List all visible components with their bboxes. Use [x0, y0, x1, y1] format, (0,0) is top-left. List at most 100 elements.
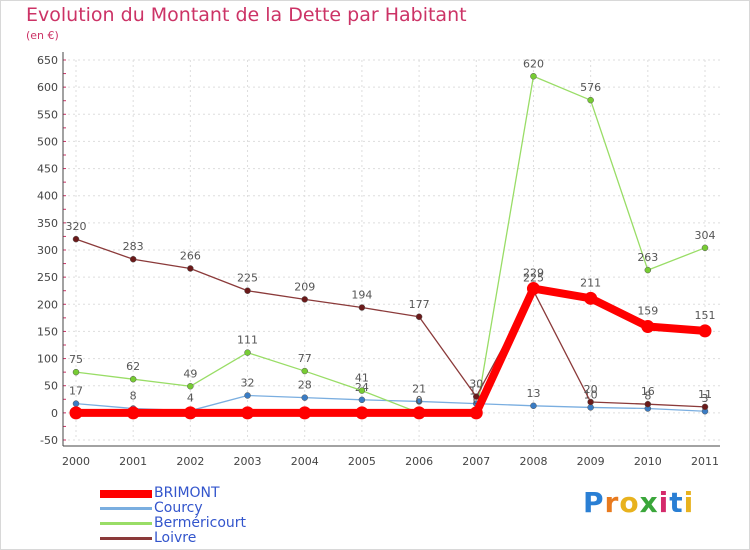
- data-point: [473, 393, 480, 400]
- y-tick-label: 250: [37, 271, 58, 284]
- data-point: [72, 400, 80, 407]
- data-point: [244, 349, 251, 356]
- data-point: [358, 396, 366, 404]
- x-tick-label: 2000: [62, 455, 90, 468]
- data-label: 75: [69, 353, 83, 366]
- data-point: [587, 398, 594, 406]
- logo-letter: x: [639, 486, 659, 519]
- data-point: [644, 266, 652, 274]
- y-tick-label: -50: [40, 434, 58, 447]
- data-label: 151: [695, 309, 716, 322]
- x-tick-label: 2008: [519, 455, 547, 468]
- x-tick-label: 2009: [577, 455, 605, 468]
- data-point: [701, 403, 709, 411]
- logo-letter: o: [619, 486, 640, 519]
- data-label: 283: [123, 240, 144, 253]
- data-label: 77: [298, 352, 312, 365]
- data-label: 225: [523, 272, 544, 285]
- data-point: [187, 383, 194, 390]
- data-label: 24: [355, 381, 369, 394]
- data-label: 576: [580, 81, 601, 94]
- x-tick-label: 2003: [234, 455, 262, 468]
- data-point: [530, 402, 537, 410]
- logo-letter: P: [583, 486, 605, 519]
- data-label: 177: [409, 298, 430, 311]
- data-point: [301, 394, 308, 401]
- data-label: 32: [241, 376, 255, 389]
- data-label: 194: [351, 289, 372, 302]
- data-point: [644, 400, 652, 408]
- x-tick-label: 2002: [176, 455, 204, 468]
- y-tick-label: 200: [37, 298, 58, 311]
- data-point: [301, 367, 308, 375]
- data-label: 263: [637, 251, 658, 264]
- data-point: [301, 296, 308, 303]
- x-tick-label: 2007: [462, 455, 490, 468]
- data-point: [587, 404, 594, 411]
- data-label: 49: [183, 367, 197, 380]
- data-label: 16: [641, 385, 655, 398]
- legend: BRIMONT Courcy Berméricourt Loivre: [100, 486, 340, 546]
- data-label: 209: [294, 280, 315, 293]
- x-tick-label: 2005: [348, 455, 376, 468]
- data-label: 11: [698, 388, 712, 401]
- data-label: 28: [298, 379, 312, 392]
- y-tick-label: 450: [37, 163, 58, 176]
- series-line-loivre: [75, 238, 706, 408]
- legend-label: Courcy: [154, 500, 203, 516]
- data-label: 225: [237, 272, 258, 285]
- data-label: 4: [187, 392, 194, 405]
- legend-label: Loivre: [154, 530, 197, 546]
- data-label: 10: [584, 388, 598, 401]
- legend-label: Berméricourt: [154, 515, 247, 531]
- y-tick-label: 50: [44, 380, 58, 393]
- data-label: 211: [580, 276, 601, 289]
- data-point: [584, 291, 598, 305]
- logo-letter: i: [683, 486, 695, 519]
- logo-letter: r: [604, 486, 620, 519]
- data-label: 266: [180, 249, 201, 262]
- logo-letter: t: [669, 486, 684, 519]
- y-tick-label: 550: [37, 108, 58, 121]
- x-tick-label: 2011: [691, 455, 719, 468]
- data-label: 21: [412, 382, 426, 395]
- data-label: 41: [355, 372, 369, 385]
- x-tick-label: 2001: [119, 455, 147, 468]
- y-tick-label: 100: [37, 353, 58, 366]
- data-point: [129, 255, 137, 263]
- data-label: 159: [637, 305, 658, 318]
- y-tick-label: 500: [37, 135, 58, 148]
- data-label: 8: [130, 390, 137, 403]
- data-point: [587, 96, 594, 104]
- data-point: [641, 320, 655, 334]
- data-label: 8: [644, 390, 651, 403]
- data-point: [415, 313, 423, 321]
- data-label: 13: [526, 387, 540, 400]
- data-label: 30: [469, 378, 483, 391]
- data-point: [469, 406, 483, 420]
- data-point: [69, 406, 83, 420]
- y-tick-label: 0: [51, 407, 58, 420]
- data-point: [355, 406, 369, 420]
- data-label: 320: [66, 220, 87, 233]
- data-point: [415, 398, 423, 405]
- data-point: [244, 392, 251, 399]
- data-point: [126, 406, 140, 420]
- legend-swatch: [100, 537, 152, 540]
- legend-item: Courcy: [100, 501, 340, 516]
- y-tick-label: 600: [37, 81, 58, 94]
- data-label: 0: [416, 394, 423, 407]
- data-label: 304: [695, 229, 716, 242]
- data-label: 620: [523, 57, 544, 70]
- data-label: 17: [69, 385, 83, 398]
- series-line-brimont: [72, 284, 709, 417]
- data-point: [72, 235, 80, 243]
- y-tick-label: 400: [37, 190, 58, 203]
- data-point: [701, 244, 709, 252]
- data-label: 62: [126, 360, 140, 373]
- data-point: [526, 282, 540, 296]
- data-point: [129, 375, 137, 383]
- x-tick-label: 2006: [405, 455, 433, 468]
